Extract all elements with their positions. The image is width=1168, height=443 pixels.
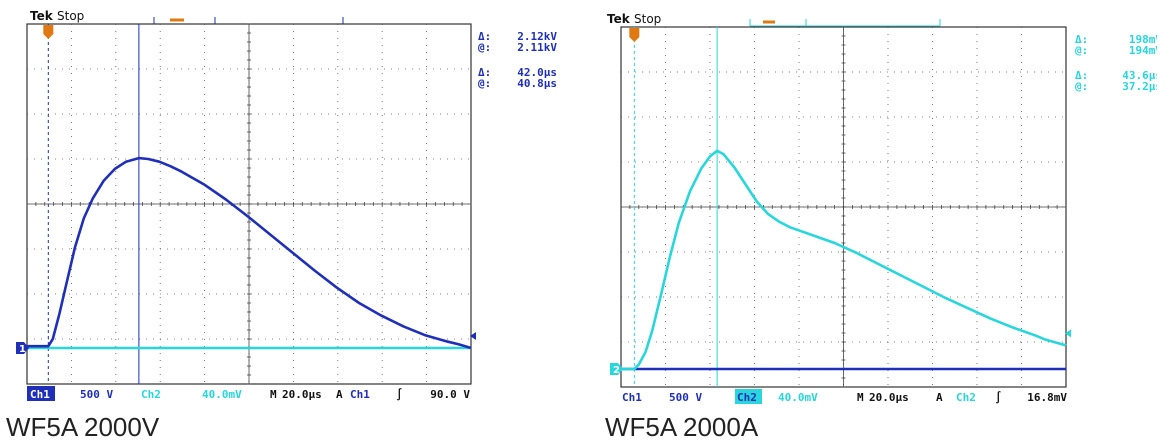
readout-delta-time: 43.6µs [1122,69,1157,82]
readout-at-symbol: @: [1075,80,1088,93]
status-a-label: A [336,388,343,401]
status-trigger-level: 90.0 V [430,388,470,401]
trace-ch1 [27,156,472,350]
channel-ground-label: 2 [613,365,620,376]
trigger-position-marker [43,25,54,39]
status-trigger-source: Ch2 [956,391,976,404]
channel-ground-label: 1 [19,344,26,355]
trigger-position-marker [629,28,640,42]
channel-ground-marker [610,363,623,375]
status-m-label: M [857,391,864,404]
status-timebase: 20.0µs [869,391,909,404]
status-trigger-slope: ∫ [396,388,403,401]
trace-ch2 [621,149,1067,371]
status-ch2-scale: 40.0mV [202,388,242,401]
chart-caption: WF5A 2000V [6,412,160,442]
status-trigger-slope: ∫ [995,391,1002,404]
status-bar: Ch1 500 V Ch2 40.0mV M 20.0µs A Ch1 ∫ 90… [27,386,470,401]
readout-delta-symbol: Δ: [478,66,491,79]
status-ch1-scale: 500 V [80,388,113,401]
status-ch2-label: Ch2 [737,391,757,404]
readout-delta-voltage: 198mV [1129,33,1157,46]
trigger-level-marker [470,332,476,340]
scope-display-right: Tek Stop 2 Δ: 198mV @: 194mV Δ: 43.6µs @… [597,0,1157,443]
status-bar: Ch1 500 V Ch2 40.0mV M 20.0µs A Ch2 ∫ 16… [622,389,1067,404]
readout-delta-symbol: Δ: [1075,33,1088,46]
status-ch1-label: Ch1 [30,388,50,401]
readout-delta-symbol: Δ: [478,30,491,43]
record-bar [749,19,941,27]
status-ch1-label: Ch1 [622,391,642,404]
status-ch1-scale: 500 V [669,391,702,404]
trigger-level-marker [1065,329,1071,338]
readout-delta-time: 42.0µs [517,66,557,79]
readout-at-voltage: 194mV [1129,44,1157,57]
readout-delta-symbol: Δ: [1075,69,1088,82]
chart-caption: WF5A 2000A [605,412,759,442]
status-trigger-source: Ch1 [350,388,370,401]
readout-at-symbol: @: [478,41,491,54]
readout-delta-voltage: 2.12kV [517,30,557,43]
acquisition-state: Stop [634,12,661,26]
readout-at-voltage: 2.11kV [517,41,557,54]
measurement-readouts: Δ: 2.12kV @: 2.11kV Δ: 42.0µs @: 40.8µs [478,30,557,90]
measurement-readouts: Δ: 198mV @: 194mV Δ: 43.6µs @: 37.2µs [1075,33,1157,93]
readout-at-time: 40.8µs [517,77,557,90]
channel-ground-marker [16,342,29,354]
status-ch2-scale: 40.0mV [778,391,818,404]
status-timebase: 20.0µs [282,388,322,401]
status-trigger-level: 16.8mV [1027,391,1067,404]
scope-panel-left: Tek Stop 1 Δ: 2.12kV @: 2.11kV Δ: 42.0µs… [0,0,560,443]
brand-logo: Tek [607,12,631,26]
readout-at-symbol: @: [1075,44,1088,57]
scope-display-left: Tek Stop 1 Δ: 2.12kV @: 2.11kV Δ: 42.0µs… [0,0,560,443]
status-m-label: M [270,388,277,401]
readout-at-time: 37.2µs [1122,80,1157,93]
acquisition-state: Stop [57,9,84,23]
status-ch2-label: Ch2 [141,388,161,401]
brand-logo: Tek [30,9,54,23]
readout-at-symbol: @: [478,77,491,90]
status-a-label: A [936,391,943,404]
scope-panel-right: Tek Stop 2 Δ: 198mV @: 194mV Δ: 43.6µs @… [597,0,1157,443]
